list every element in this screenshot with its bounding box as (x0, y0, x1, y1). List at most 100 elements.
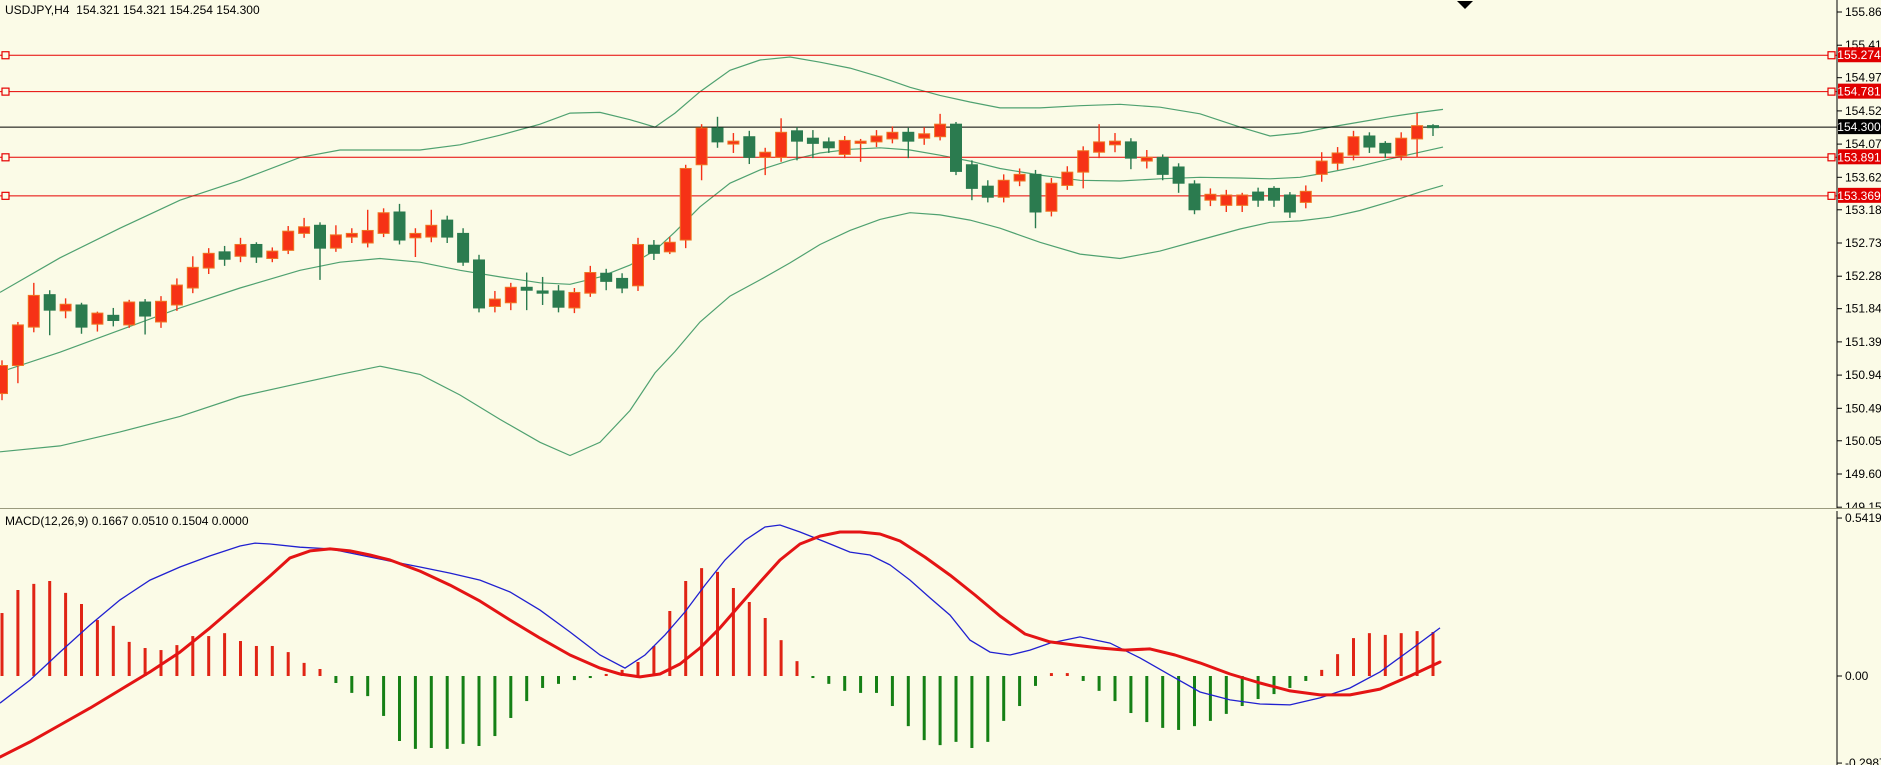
candle-body (488, 298, 501, 307)
candle-body (139, 301, 152, 317)
candle-body (186, 266, 199, 289)
candle-body (234, 243, 247, 257)
candle (43, 290, 56, 336)
hline-handle[interactable] (1, 87, 10, 96)
candle (409, 228, 422, 258)
price-tick-label: 150.490 (1845, 401, 1881, 415)
candle-body (393, 211, 406, 241)
candle (1172, 163, 1185, 193)
candle-body (1268, 187, 1280, 201)
candle (1061, 166, 1074, 190)
candle-body (1379, 142, 1392, 154)
candle (1427, 124, 1439, 136)
candle-body (520, 286, 533, 291)
candle-body (965, 164, 978, 189)
candle-body (997, 179, 1010, 198)
candle-body (1172, 166, 1185, 184)
candle (791, 127, 803, 161)
candle-body (727, 140, 740, 145)
price-tick-label: 150.050 (1845, 434, 1881, 448)
candle (1220, 189, 1233, 212)
candle-body (568, 291, 581, 309)
candle (0, 360, 8, 401)
candle (727, 133, 740, 153)
candle (314, 222, 326, 280)
level-price-badge: 154.781 (1837, 83, 1881, 99)
level-price-badge-text: 153.891 (1837, 150, 1881, 164)
candle (759, 147, 772, 176)
candle-body (202, 252, 215, 269)
candle (838, 135, 851, 159)
candle-body (950, 123, 962, 172)
candle (1347, 130, 1360, 161)
candle-body (981, 185, 994, 198)
candle-body (934, 123, 947, 138)
bollinger-middle-band (0, 146, 1444, 373)
bollinger-upper-band (0, 56, 1444, 293)
candle (822, 137, 835, 153)
macd-signal-line (0, 530, 1442, 759)
candle (1283, 192, 1296, 218)
candle (1140, 150, 1153, 169)
candle (1013, 168, 1026, 187)
panel-separator[interactable] (0, 508, 1881, 511)
candle-body (266, 250, 279, 259)
symbol-ohlc-label: USDJPY,H4 154.321 154.321 154.254 154.30… (5, 3, 260, 17)
candle (27, 282, 40, 333)
candle-body (1236, 194, 1249, 206)
price-tick-label: 154.970 (1845, 71, 1881, 85)
hline-handle[interactable] (1827, 51, 1836, 60)
candle-body (775, 131, 788, 158)
candle-body (1140, 156, 1153, 162)
candle-body (695, 127, 708, 166)
candle (1395, 132, 1408, 161)
hline-handle[interactable] (1, 191, 10, 200)
macd-panel (0, 524, 1442, 759)
candle (250, 242, 263, 263)
candle (155, 296, 167, 328)
candle (1124, 138, 1137, 170)
hline-handle[interactable] (1827, 153, 1836, 162)
candle (616, 273, 629, 294)
candle-body (870, 135, 883, 143)
candle-body (552, 290, 565, 308)
candle-body (1331, 152, 1344, 164)
candle (1315, 152, 1328, 182)
candle (854, 138, 867, 162)
candle-body (425, 224, 438, 238)
candle (1156, 154, 1169, 181)
candle (965, 160, 978, 201)
candle (1268, 186, 1280, 207)
candle-body (409, 232, 422, 239)
candle-body (107, 314, 120, 321)
candle-body (1109, 140, 1121, 146)
hline-handle[interactable] (1827, 87, 1836, 96)
price-tick-label: 150.940 (1845, 368, 1881, 382)
candle (1363, 132, 1376, 153)
price-axis[interactable]: 155.860155.410154.970154.520154.070153.6… (1836, 0, 1881, 765)
candle-body (1283, 194, 1296, 213)
candle-body (1124, 141, 1137, 159)
chart-shift-marker-icon[interactable] (1457, 1, 1473, 9)
level-price-badge-bg (1838, 47, 1881, 63)
candle-body (1220, 194, 1233, 206)
price-tick-label: 152.280 (1845, 269, 1881, 283)
candle-body (679, 167, 692, 241)
candle-body (123, 301, 136, 326)
candle (11, 321, 24, 384)
price-tick-label: 149.600 (1845, 467, 1881, 481)
candle-body (1045, 182, 1058, 212)
hline-handle[interactable] (1827, 191, 1836, 200)
candle-body (1077, 150, 1090, 173)
candle (886, 126, 899, 144)
candle (393, 203, 406, 245)
level-price-badge-bg (1838, 187, 1881, 203)
candle (679, 164, 692, 249)
macd-indicator-label: MACD(12,26,9) 0.1667 0.0510 0.1504 0.000… (5, 514, 249, 528)
hline-handle[interactable] (1, 153, 10, 162)
candle-body (329, 234, 342, 249)
hline-handle[interactable] (1, 51, 10, 60)
candle-body (91, 312, 104, 325)
candle (1204, 188, 1217, 207)
